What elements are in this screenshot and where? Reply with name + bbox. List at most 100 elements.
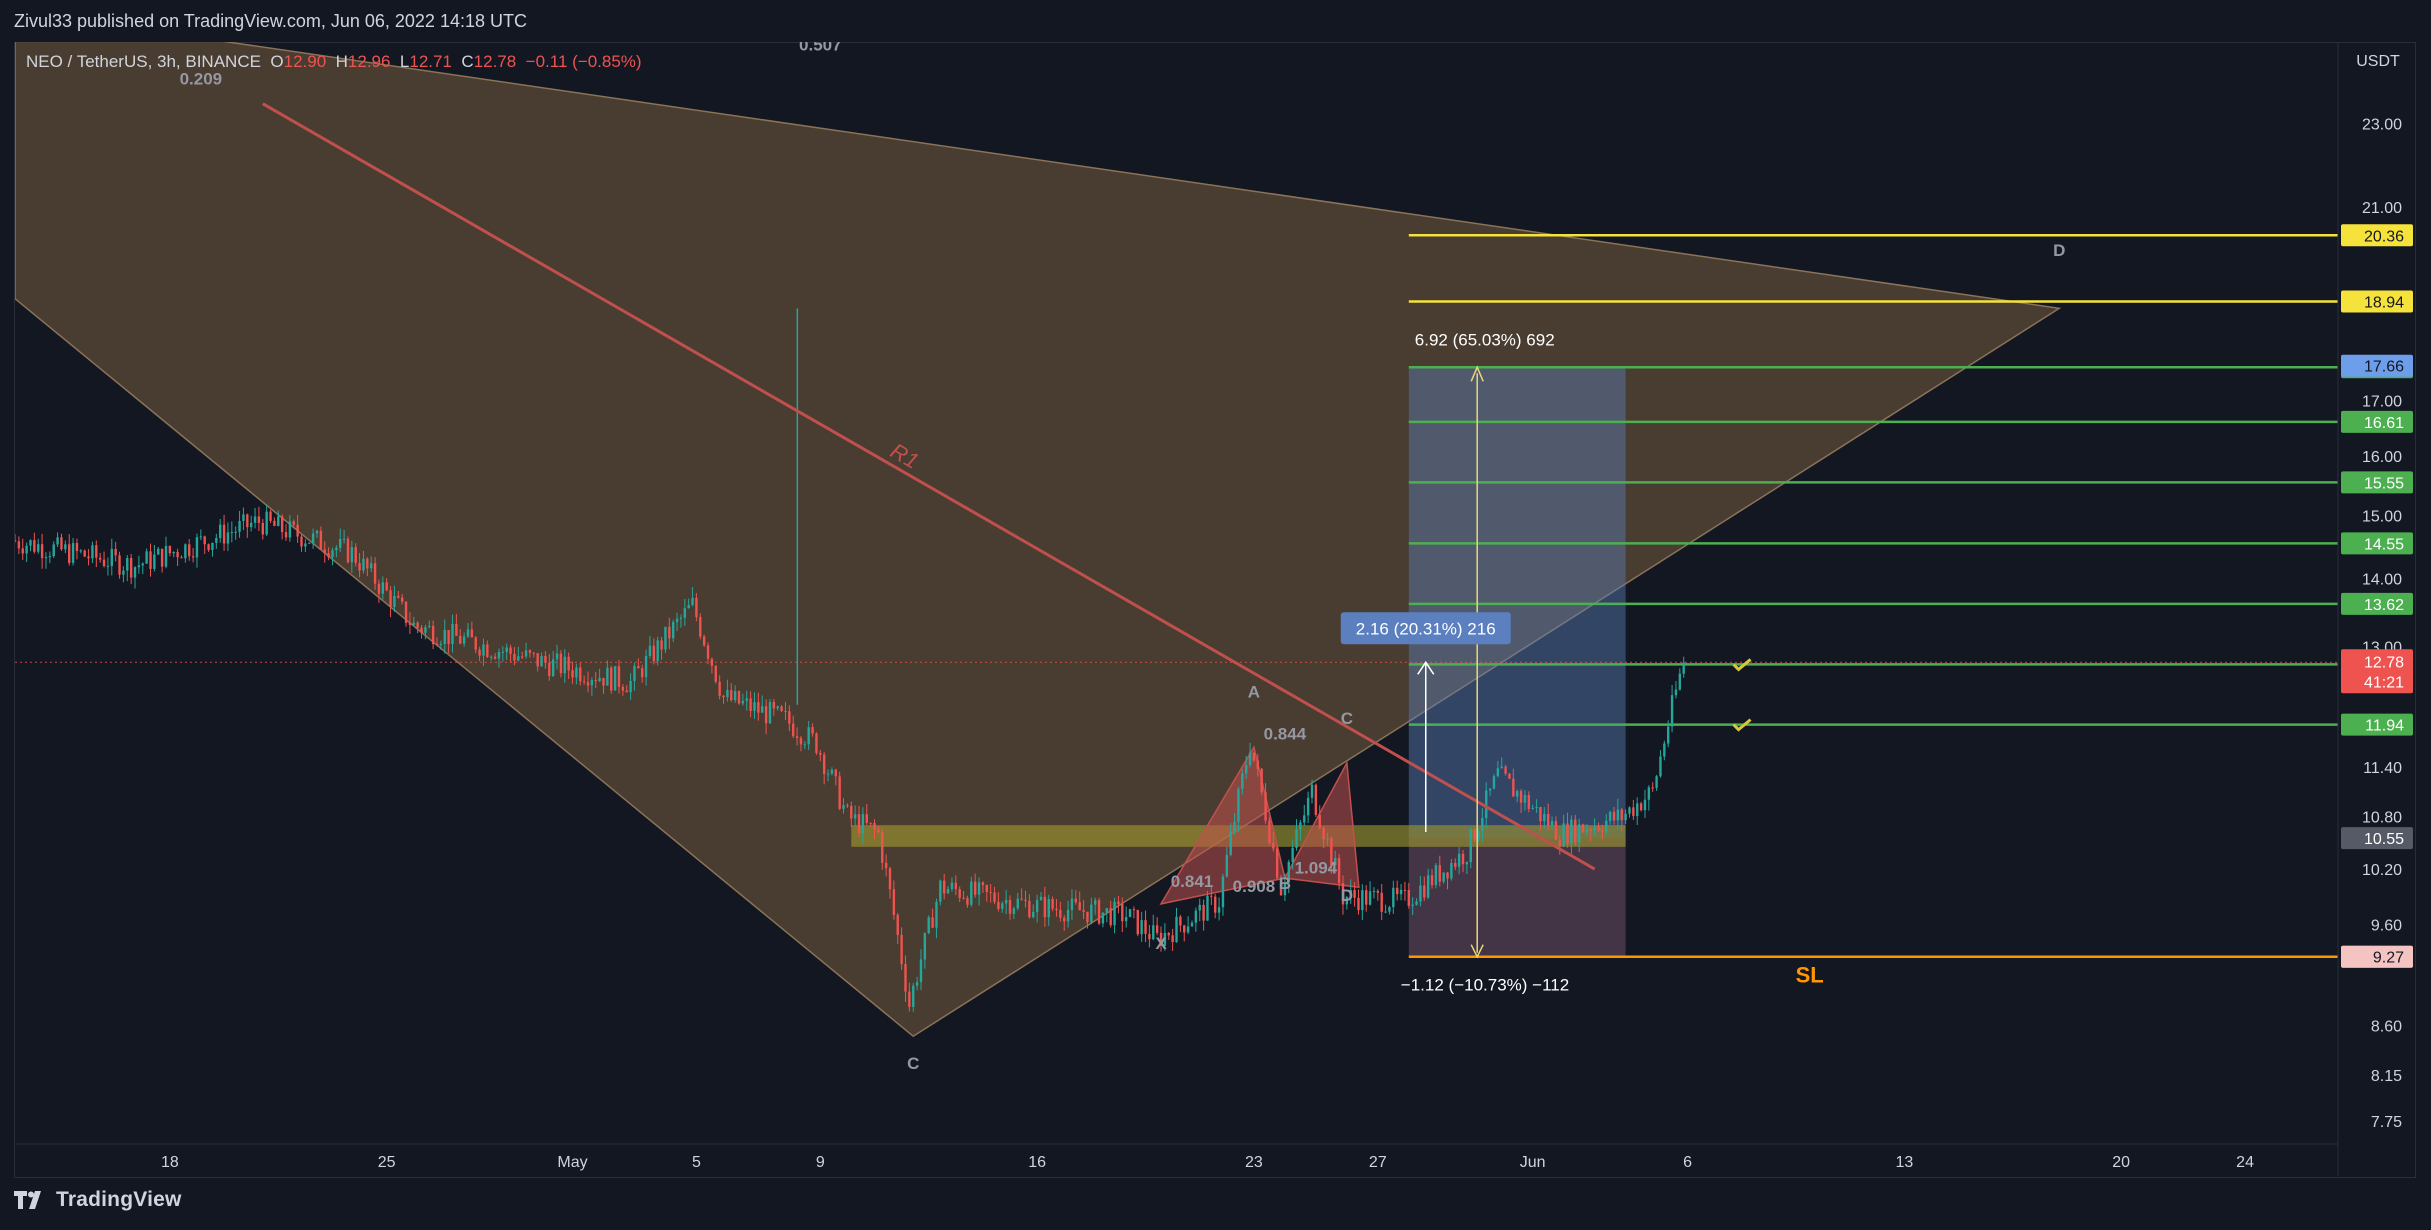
- candle-body: [300, 536, 303, 547]
- candle-body: [1601, 830, 1604, 832]
- candle-body: [1682, 662, 1685, 674]
- candle-body: [188, 544, 191, 557]
- candle-body: [846, 805, 849, 807]
- candle-body: [327, 553, 330, 558]
- y-tick-label: 9.60: [2371, 918, 2402, 935]
- candle-body: [1233, 821, 1236, 832]
- candle-body: [939, 880, 942, 902]
- y-tick-label: 17.00: [2362, 394, 2402, 411]
- y-tick-label: 23.00: [2362, 116, 2402, 133]
- price-line-badge-bg: [2341, 410, 2413, 433]
- candle-body: [431, 625, 435, 645]
- candle-body: [180, 557, 183, 559]
- candle-body: [784, 710, 787, 712]
- x-tick-label: 13: [1895, 1154, 1913, 1171]
- candle-body: [873, 822, 876, 830]
- candle-body: [1163, 932, 1167, 946]
- x-tick-label: 25: [378, 1154, 396, 1171]
- candle-body: [1117, 901, 1120, 904]
- candle-body: [1306, 797, 1310, 816]
- candle-body: [540, 655, 543, 667]
- candle-body: [98, 557, 102, 560]
- candle-body: [1295, 829, 1298, 848]
- candle-body: [757, 702, 760, 713]
- candle-body: [269, 511, 272, 521]
- candle-body: [1210, 895, 1213, 897]
- brand-label: TradingView: [56, 1188, 182, 1211]
- candle-body: [927, 917, 930, 933]
- candle-body: [606, 667, 609, 686]
- candle-body: [1353, 889, 1356, 898]
- candle-body: [730, 690, 733, 701]
- candle-body: [865, 814, 868, 823]
- candle-body: [249, 522, 253, 528]
- sl-label: SL: [1796, 963, 1824, 988]
- candle-body: [904, 964, 907, 992]
- pattern-label: D: [1341, 886, 1353, 905]
- legend-low: 12.71: [409, 52, 452, 71]
- candle-body: [954, 882, 958, 890]
- chart-frame: [14, 42, 2416, 1178]
- candle-body: [884, 862, 888, 869]
- candle-body: [1492, 776, 1496, 789]
- candle-body: [598, 677, 601, 682]
- candle-body: [482, 644, 485, 656]
- candle-body: [881, 831, 884, 863]
- candle-body: [853, 814, 857, 819]
- candle-body: [21, 548, 24, 554]
- candle-body: [1055, 908, 1058, 910]
- candle-body: [1039, 896, 1043, 901]
- candle-body: [985, 885, 988, 892]
- candle-body: [137, 565, 141, 568]
- candle-body: [950, 882, 954, 890]
- candle-body: [1326, 838, 1329, 840]
- pattern-label: X: [1155, 934, 1167, 953]
- candle-body: [753, 702, 756, 711]
- candle-body: [288, 521, 292, 538]
- candle-body: [497, 651, 501, 659]
- candle-body: [981, 882, 985, 886]
- candle-body: [71, 543, 75, 563]
- candle-body: [141, 563, 144, 566]
- candle-body: [1508, 773, 1511, 779]
- candle-body: [40, 544, 44, 559]
- publish-header: Zivul33 published on TradingView.com, Ju…: [0, 0, 2431, 42]
- candle-body: [1403, 889, 1407, 891]
- tradingview-brand[interactable]: TradingView: [14, 1188, 182, 1212]
- candle-body: [354, 547, 357, 563]
- tradingview-logo-icon: [14, 1191, 41, 1209]
- candle-body: [536, 653, 539, 667]
- candle-body: [25, 545, 28, 554]
- candle-body: [726, 690, 729, 698]
- y-tick-label: 8.15: [2371, 1068, 2402, 1085]
- candle-body: [923, 932, 927, 960]
- candle-body: [648, 645, 652, 657]
- candle-body: [1322, 828, 1325, 840]
- candle-body: [1485, 790, 1488, 819]
- pattern-label: 0.209: [180, 69, 223, 88]
- candle-body: [803, 744, 807, 746]
- candle-body: [582, 681, 586, 683]
- candle-body: [594, 679, 597, 682]
- candle-body: [308, 542, 311, 544]
- candle-body: [633, 666, 636, 681]
- candle-body: [122, 570, 125, 575]
- candle-body: [75, 543, 79, 551]
- symbol-legend: NEO / TetherUS, 3h, BINANCE O12.90 H12.9…: [26, 52, 642, 72]
- candle-body: [1500, 766, 1503, 769]
- candle-body: [602, 677, 605, 686]
- candle-body: [1310, 784, 1314, 798]
- harmonic-bcd: [1283, 760, 1360, 889]
- candle-body: [296, 524, 299, 537]
- candle-body: [1473, 829, 1476, 840]
- candle-body: [1144, 920, 1147, 934]
- candle-body: [1430, 875, 1434, 886]
- measure-label-bg: [1340, 612, 1511, 645]
- candle-body: [1512, 778, 1515, 797]
- candle-body: [1128, 909, 1132, 918]
- candle-body: [710, 658, 714, 666]
- candle-body: [571, 670, 574, 678]
- candle-body: [1636, 803, 1639, 817]
- candle-body: [722, 695, 725, 698]
